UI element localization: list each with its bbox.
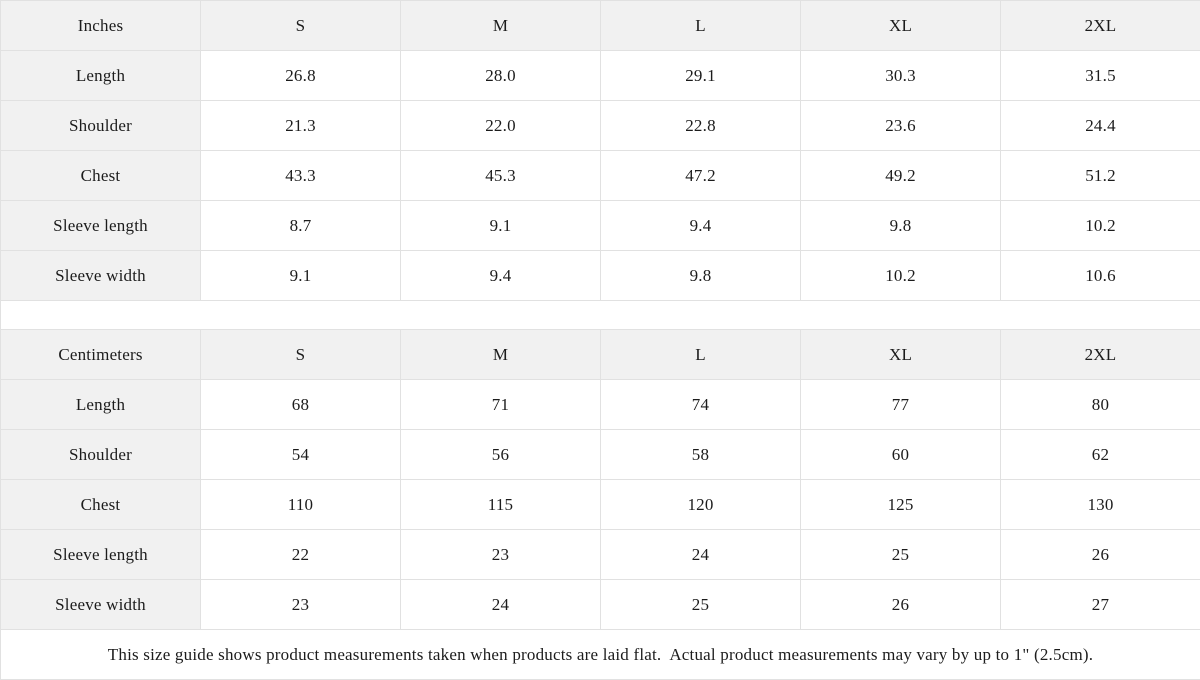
measurement-cell: 24.4 <box>1000 100 1200 151</box>
measurement-cell: 24 <box>400 579 601 630</box>
inches-header-row: Inches S M L XL 2XL <box>0 0 1200 51</box>
table-row: Length 26.8 28.0 29.1 30.3 31.5 <box>0 50 1200 101</box>
measurement-cell: 9.4 <box>400 250 601 301</box>
measurement-cell: 28.0 <box>400 50 601 101</box>
measurement-cell: 10.6 <box>1000 250 1200 301</box>
row-label: Length <box>0 50 201 101</box>
measurement-cell: 74 <box>600 379 801 430</box>
table-row: Sleeve length 8.7 9.1 9.4 9.8 10.2 <box>0 200 1200 251</box>
measurement-cell: 25 <box>600 579 801 630</box>
measurement-cell: 21.3 <box>200 100 401 151</box>
measurement-cell: 120 <box>600 479 801 530</box>
measurement-cell: 49.2 <box>800 150 1001 201</box>
row-label: Shoulder <box>0 429 201 480</box>
measurement-cell: 80 <box>1000 379 1200 430</box>
measurement-cell: 26 <box>1000 529 1200 580</box>
measurement-cell: 51.2 <box>1000 150 1200 201</box>
measurement-cell: 68 <box>200 379 401 430</box>
centimeters-header-row: Centimeters S M L XL 2XL <box>0 329 1200 380</box>
measurement-cell: 56 <box>400 429 601 480</box>
table-row: Chest 110 115 120 125 130 <box>0 479 1200 530</box>
measurement-cell: 60 <box>800 429 1001 480</box>
measurement-cell: 30.3 <box>800 50 1001 101</box>
row-label: Sleeve length <box>0 529 201 580</box>
column-header-xl: XL <box>800 0 1001 51</box>
measurement-cell: 29.1 <box>600 50 801 101</box>
measurement-cell: 54 <box>200 429 401 480</box>
measurement-cell: 10.2 <box>1000 200 1200 251</box>
measurement-cell: 22.0 <box>400 100 601 151</box>
measurement-cell: 22.8 <box>600 100 801 151</box>
measurement-cell: 26.8 <box>200 50 401 101</box>
measurement-cell: 58 <box>600 429 801 480</box>
measurement-cell: 23 <box>400 529 601 580</box>
measurement-cell: 125 <box>800 479 1001 530</box>
measurement-cell: 9.8 <box>600 250 801 301</box>
measurement-cell: 71 <box>400 379 601 430</box>
column-header-2xl: 2XL <box>1000 0 1200 51</box>
spacer-row <box>0 300 1200 330</box>
row-label: Length <box>0 379 201 430</box>
measurement-cell: 27 <box>1000 579 1200 630</box>
measurement-cell: 25 <box>800 529 1001 580</box>
table-row: Sleeve width 9.1 9.4 9.8 10.2 10.6 <box>0 250 1200 301</box>
row-label: Sleeve width <box>0 250 201 301</box>
measurement-cell: 9.1 <box>400 200 601 251</box>
measurement-cell: 9.4 <box>600 200 801 251</box>
measurement-cell: 31.5 <box>1000 50 1200 101</box>
footer-row: This size guide shows product measuremen… <box>0 629 1200 680</box>
measurement-cell: 62 <box>1000 429 1200 480</box>
table-row: Length 68 71 74 77 80 <box>0 379 1200 430</box>
measurement-cell: 9.1 <box>200 250 401 301</box>
measurement-cell: 10.2 <box>800 250 1001 301</box>
measurement-cell: 26 <box>800 579 1001 630</box>
measurement-cell: 115 <box>400 479 601 530</box>
column-header-xl: XL <box>800 329 1001 380</box>
measurement-cell: 24 <box>600 529 801 580</box>
row-label: Chest <box>0 479 201 530</box>
unit-label-inches: Inches <box>0 0 201 51</box>
measurement-cell: 77 <box>800 379 1001 430</box>
row-label: Chest <box>0 150 201 201</box>
column-header-l: L <box>600 329 801 380</box>
measurement-cell: 45.3 <box>400 150 601 201</box>
table-row: Sleeve length 22 23 24 25 26 <box>0 529 1200 580</box>
footer-note: This size guide shows product measuremen… <box>0 629 1200 680</box>
row-label: Sleeve width <box>0 579 201 630</box>
measurement-cell: 9.8 <box>800 200 1001 251</box>
column-header-s: S <box>200 0 401 51</box>
measurement-cell: 23 <box>200 579 401 630</box>
column-header-l: L <box>600 0 801 51</box>
row-label: Sleeve length <box>0 200 201 251</box>
measurement-cell: 8.7 <box>200 200 401 251</box>
unit-label-centimeters: Centimeters <box>0 329 201 380</box>
table-row: Chest 43.3 45.3 47.2 49.2 51.2 <box>0 150 1200 201</box>
measurement-cell: 110 <box>200 479 401 530</box>
measurement-cell: 22 <box>200 529 401 580</box>
column-header-m: M <box>400 329 601 380</box>
table-row: Shoulder 21.3 22.0 22.8 23.6 24.4 <box>0 100 1200 151</box>
measurement-cell: 43.3 <box>200 150 401 201</box>
table-row: Sleeve width 23 24 25 26 27 <box>0 579 1200 630</box>
measurement-cell: 130 <box>1000 479 1200 530</box>
row-label: Shoulder <box>0 100 201 151</box>
column-header-2xl: 2XL <box>1000 329 1200 380</box>
measurement-cell: 47.2 <box>600 150 801 201</box>
column-header-s: S <box>200 329 401 380</box>
spacer-cell <box>0 300 1200 330</box>
table-row: Shoulder 54 56 58 60 62 <box>0 429 1200 480</box>
column-header-m: M <box>400 0 601 51</box>
measurement-cell: 23.6 <box>800 100 1001 151</box>
